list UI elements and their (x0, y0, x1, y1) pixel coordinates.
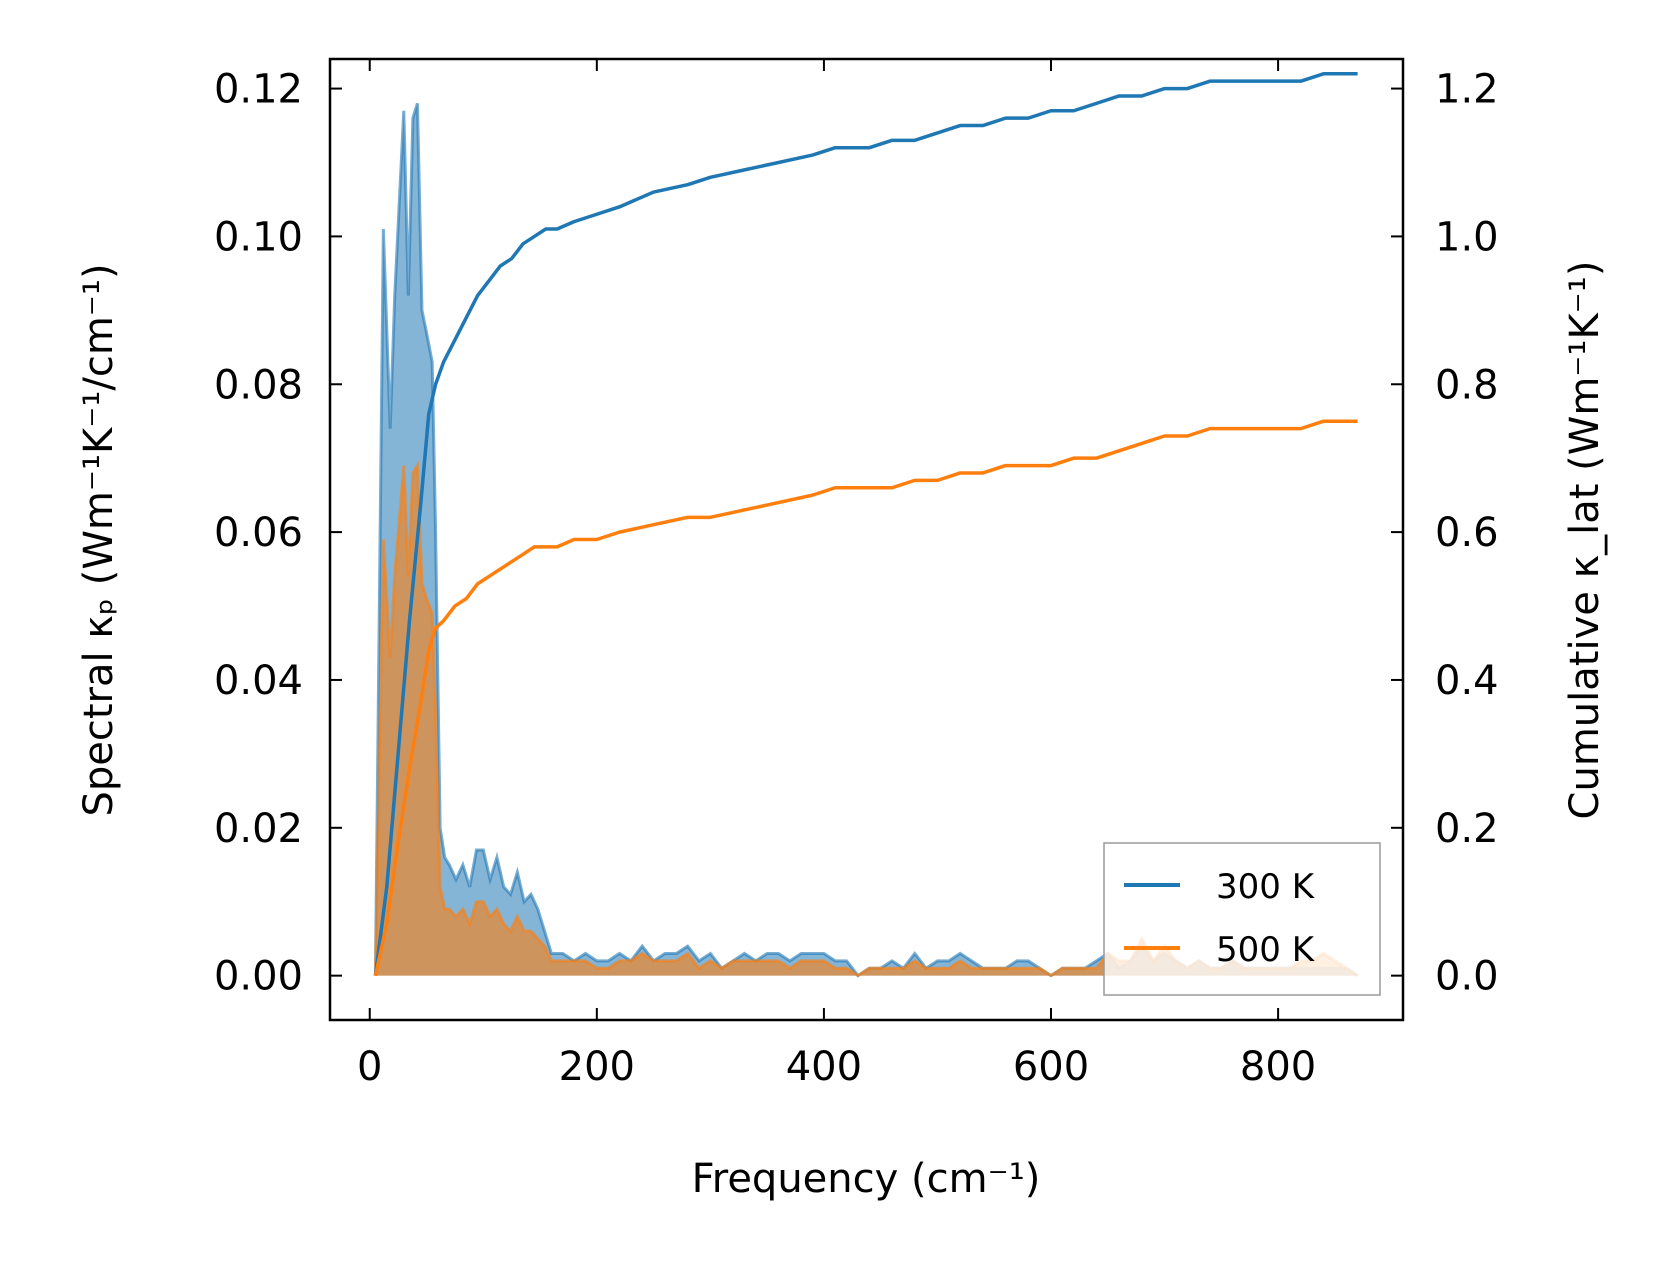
legend-box (1103, 842, 1381, 996)
legend-label-500k: 500 K (1216, 930, 1316, 970)
right-y-axis: 0.0 0.2 0.4 0.6 0.8 1.0 1.2 (1391, 67, 1499, 1000)
x-tick-label-800: 800 (1240, 1044, 1316, 1090)
x-tick-label-200: 200 (559, 1044, 635, 1090)
left-y-tick-label-0.10: 0.10 (214, 214, 303, 260)
right-y-tick-label-0.2: 0.2 (1435, 806, 1499, 852)
plot-area (373, 72, 1359, 978)
right-y-tick-label-0.0: 0.0 (1435, 954, 1499, 1000)
x-tick-label-600: 600 (1013, 1044, 1089, 1090)
plot-frame (328, 57, 1405, 1022)
x-tick-label-400: 400 (786, 1044, 862, 1090)
right-y-tick-label-1.2: 1.2 (1435, 67, 1499, 113)
left-y-tick-label-0.02: 0.02 (214, 806, 303, 852)
left-y-tick-label-0.12: 0.12 (214, 67, 303, 113)
cumulative-line-300k (373, 72, 1358, 976)
right-y-axis-label: Cumulative κ_lat (Wm⁻¹K⁻¹) (1562, 261, 1608, 820)
left-y-tick-label-0.00: 0.00 (214, 954, 303, 1000)
right-y-tick-label-0.8: 0.8 (1435, 362, 1499, 408)
left-y-tick-label-0.04: 0.04 (214, 658, 303, 704)
legend-label-300k: 300 K (1216, 867, 1316, 907)
cumulative-line-500k (373, 419, 1358, 977)
left-y-tick-label-0.08: 0.08 (214, 362, 303, 408)
spectral-area-300k (375, 103, 1358, 976)
left-y-axis: 0.00 0.02 0.04 0.06 0.08 0.10 0.12 (214, 67, 342, 1000)
right-y-tick-label-1.0: 1.0 (1435, 214, 1499, 260)
x-axis-label: Frequency (cm⁻¹) (692, 1156, 1041, 1202)
right-y-tick-label-0.4: 0.4 (1435, 658, 1499, 704)
x-tick-label-0: 0 (357, 1044, 382, 1090)
spectral-area-500k (375, 465, 1358, 976)
left-y-tick-label-0.06: 0.06 (214, 510, 303, 556)
x-axis: 0 200 400 600 800 (357, 59, 1316, 1090)
left-y-axis-label: Spectral κₚ (Wm⁻¹K⁻¹/cm⁻¹) (76, 263, 122, 816)
legend: 300 K 500 K (1103, 842, 1381, 996)
right-y-tick-label-0.6: 0.6 (1435, 510, 1499, 556)
